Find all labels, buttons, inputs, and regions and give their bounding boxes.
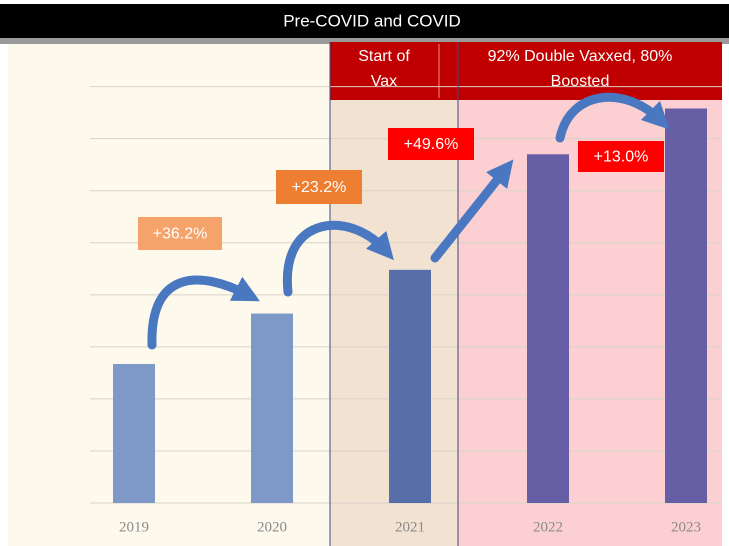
region-header bbox=[330, 42, 722, 100]
arrow bbox=[430, 159, 514, 263]
bar bbox=[527, 154, 569, 503]
annotation-box bbox=[388, 128, 474, 160]
annotation: +36.2% bbox=[153, 226, 208, 243]
bar bbox=[389, 269, 431, 503]
annotation: +23.2% bbox=[292, 179, 347, 196]
region-label: 92% Double Vaxxed, 80% Boosted bbox=[488, 48, 673, 90]
annotation-box bbox=[578, 141, 664, 172]
bar bbox=[665, 108, 707, 503]
x-tick-label: 2021 bbox=[395, 519, 425, 535]
title-bar bbox=[0, 4, 729, 38]
annotation: +13.0% bbox=[594, 149, 649, 166]
arrow bbox=[282, 220, 394, 297]
annotation-box bbox=[138, 217, 222, 250]
annotation: +49.6% bbox=[404, 136, 459, 153]
arrow bbox=[147, 275, 260, 350]
bar bbox=[251, 313, 293, 503]
chart-title: Pre-COVID and COVID bbox=[283, 11, 461, 30]
x-tick-label: 2020 bbox=[257, 519, 287, 535]
bar bbox=[113, 364, 155, 503]
region-label: Start of Vax bbox=[358, 48, 410, 90]
x-tick-label: 2023 bbox=[671, 519, 701, 535]
x-tick-label: 2022 bbox=[533, 519, 563, 535]
x-tick-label: 2019 bbox=[119, 519, 149, 535]
annotation-box bbox=[276, 170, 362, 204]
arrow bbox=[555, 92, 670, 143]
arrows bbox=[147, 92, 670, 350]
